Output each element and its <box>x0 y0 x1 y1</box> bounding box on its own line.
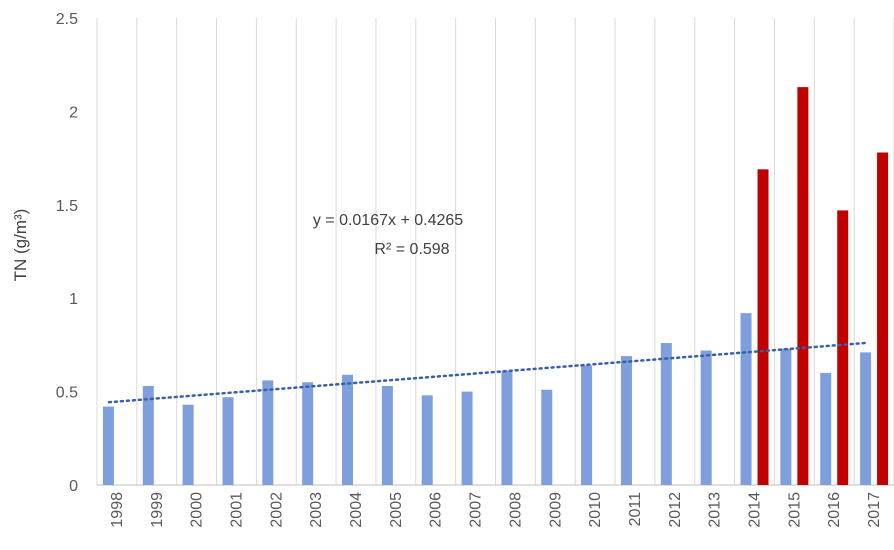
y-tick-label: 1 <box>69 291 78 308</box>
x-tick-label: 2000 <box>189 492 206 528</box>
bar-1999-s1 <box>143 386 154 485</box>
bar-2015-s1 <box>780 349 791 485</box>
bar-2013-s1 <box>701 351 712 485</box>
bar-2017-s2 <box>877 152 888 485</box>
x-tick-label: 2003 <box>308 492 325 528</box>
x-tick-label: 2012 <box>667 492 684 528</box>
trendline-line <box>109 343 866 402</box>
x-tick-label: 2017 <box>866 492 883 528</box>
bar-2011-s1 <box>621 356 632 485</box>
x-tick-label: 2016 <box>826 492 843 528</box>
x-tick-label: 2008 <box>507 492 524 528</box>
y-axis-title: TN (g/m³) <box>11 209 30 282</box>
bar-2001-s1 <box>222 397 233 485</box>
bar-2014-s2 <box>758 169 769 485</box>
x-tick-label: 2011 <box>627 492 644 527</box>
bar-2006-s1 <box>422 395 433 485</box>
x-tick-label: 2014 <box>747 492 764 528</box>
bar-2010-s1 <box>581 365 592 485</box>
y-tick-label: 1.5 <box>56 198 78 215</box>
x-tick-label: 2001 <box>228 492 245 528</box>
y-tick-label: 2 <box>69 104 78 121</box>
bar-2012-s1 <box>661 343 672 485</box>
bar-2003-s1 <box>302 382 313 485</box>
bar-2008-s1 <box>501 371 512 485</box>
x-tick-label: 2009 <box>547 492 564 528</box>
trendline <box>109 343 866 402</box>
bar-2014-s1 <box>741 313 752 485</box>
x-tick-label: 1998 <box>109 492 126 528</box>
bar-2016-s2 <box>837 210 848 485</box>
x-tick-label: 2006 <box>428 492 445 528</box>
bar-2009-s1 <box>541 390 552 485</box>
y-tick-label: 2.5 <box>56 11 78 28</box>
y-tick-label: 0 <box>69 478 78 495</box>
vertical-gridlines <box>97 18 894 485</box>
x-tick-label: 2002 <box>268 492 285 528</box>
bar-2017-s1 <box>860 352 871 485</box>
trendline-equation: y = 0.0167x + 0.4265 <box>313 212 463 229</box>
x-tick-label: 2007 <box>468 492 485 528</box>
bar-2002-s1 <box>262 380 273 485</box>
bar-2015-s2 <box>797 87 808 485</box>
trendline-r-squared: R² = 0.598 <box>374 241 449 258</box>
y-tick-label: 0.5 <box>56 385 78 402</box>
bar-2005-s1 <box>382 386 393 485</box>
x-tick-label: 2004 <box>348 492 365 528</box>
bar-2007-s1 <box>462 392 473 485</box>
bar-2004-s1 <box>342 375 353 485</box>
x-tick-label: 2013 <box>707 492 724 528</box>
x-tick-label: 2010 <box>587 492 604 528</box>
x-tick-label: 2005 <box>388 492 405 528</box>
x-tick-label: 2015 <box>786 492 803 528</box>
bar-1998-s1 <box>103 407 114 485</box>
x-tick-label: 1999 <box>149 492 166 528</box>
bar-2000-s1 <box>183 405 194 485</box>
bar-2016-s1 <box>820 373 831 485</box>
